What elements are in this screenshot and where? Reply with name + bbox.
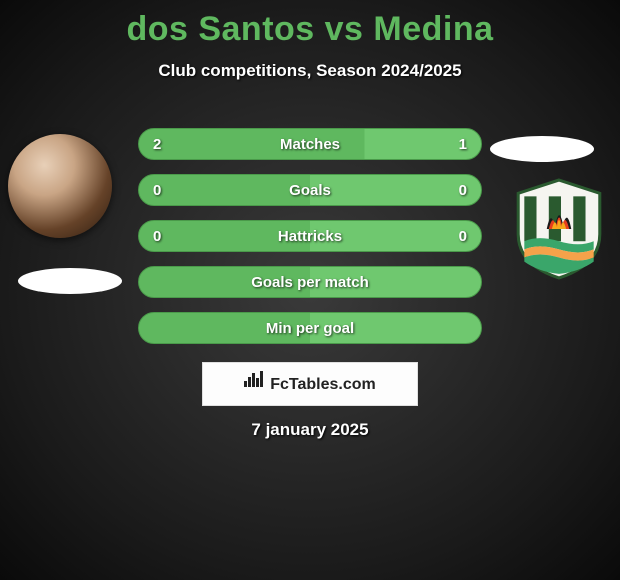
stat-right-value: 0 xyxy=(459,175,467,207)
stat-pill: 2 Matches 1 xyxy=(138,128,482,160)
stat-label: Hattricks xyxy=(278,221,342,253)
stat-pill: Goals per match xyxy=(138,266,482,298)
stat-pill: 0 Goals 0 xyxy=(138,174,482,206)
stat-label: Goals xyxy=(289,175,331,207)
stat-label: Min per goal xyxy=(266,313,354,345)
watermark: FcTables.com xyxy=(202,362,418,406)
stat-pill: Min per goal xyxy=(138,312,482,344)
player-left-avatar xyxy=(8,134,112,238)
crest-icon xyxy=(508,178,610,280)
stat-label: Goals per match xyxy=(251,267,369,299)
page-title: dos Santos vs Medina xyxy=(0,10,620,49)
stat-left-value: 2 xyxy=(153,129,161,161)
stat-left-value: 0 xyxy=(153,175,161,207)
bar-chart-icon xyxy=(244,361,264,405)
ellipse-left-decor xyxy=(18,268,122,294)
date-line: 7 january 2025 xyxy=(0,420,620,440)
stat-pill: 0 Hattricks 0 xyxy=(138,220,482,252)
watermark-text: FcTables.com xyxy=(270,376,376,393)
ellipse-right-decor xyxy=(490,136,594,162)
stat-label: Matches xyxy=(280,129,340,161)
subtitle: Club competitions, Season 2024/2025 xyxy=(0,61,620,81)
stat-right-value: 1 xyxy=(459,129,467,161)
stat-right-value: 0 xyxy=(459,221,467,253)
player-right-crest xyxy=(508,178,610,280)
stat-pill-list: 2 Matches 1 0 Goals 0 0 Hattricks 0 Goals per mat… xyxy=(138,128,482,358)
stat-left-value: 0 xyxy=(153,221,161,253)
